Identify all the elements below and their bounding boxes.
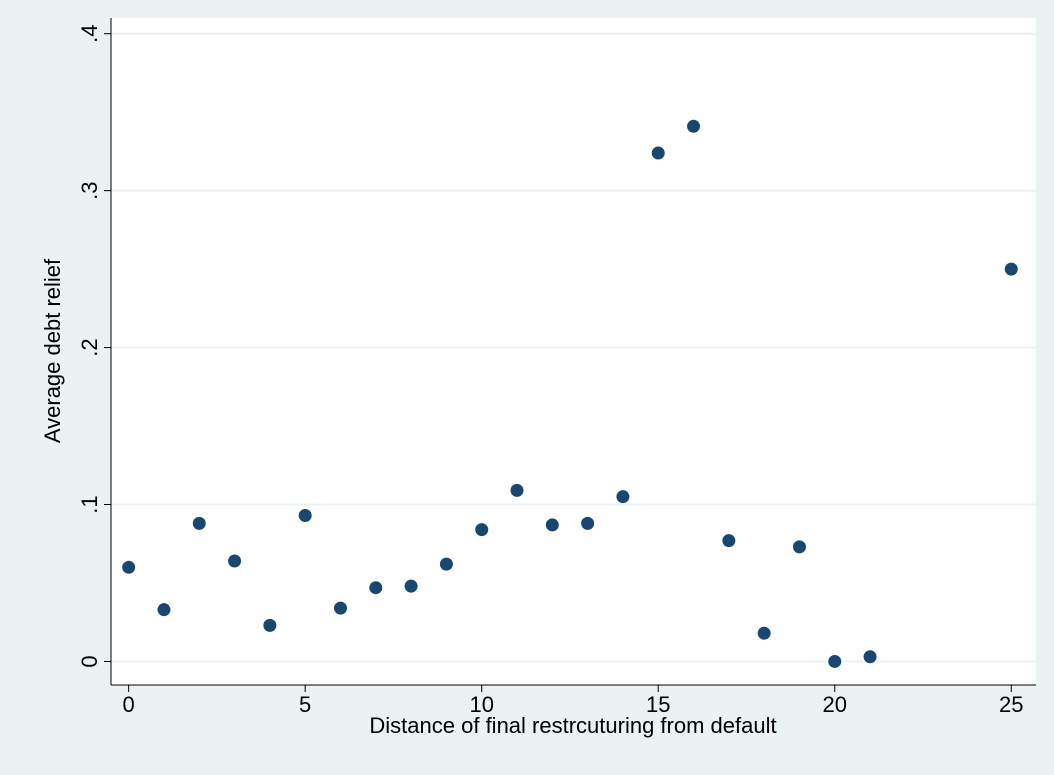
data-point <box>687 119 701 133</box>
x-tick-label: 15 <box>646 692 670 717</box>
data-point <box>228 554 242 568</box>
x-tick-label: 0 <box>123 692 135 717</box>
data-point <box>263 618 277 632</box>
x-tick-label: 25 <box>999 692 1023 717</box>
data-point <box>863 650 877 664</box>
data-point <box>122 560 136 574</box>
x-axis-ticks: 0 5 10 15 20 25 <box>123 685 1024 717</box>
y-tick-label: 0 <box>77 655 102 667</box>
data-point <box>333 601 347 615</box>
data-point <box>792 540 806 554</box>
data-point <box>581 516 595 530</box>
data-point <box>157 603 171 617</box>
data-point <box>298 509 312 523</box>
data-point <box>510 483 524 497</box>
data-point <box>651 146 665 160</box>
data-point <box>1004 262 1018 276</box>
data-point <box>828 654 842 668</box>
data-points <box>122 119 1018 668</box>
data-point <box>722 534 736 548</box>
y-tick-label: .3 <box>77 181 102 199</box>
data-point <box>192 516 206 530</box>
x-tick-label: 20 <box>823 692 847 717</box>
data-point <box>475 523 489 537</box>
gridlines <box>111 32 1036 663</box>
x-axis-label: Distance of final restrcuturing from def… <box>369 713 776 738</box>
data-point <box>616 490 630 504</box>
y-axis-ticks: 0 .1 .2 .3 .4 <box>77 25 111 668</box>
x-tick-label: 10 <box>469 692 493 717</box>
y-tick-label: .2 <box>77 338 102 356</box>
x-tick-label: 5 <box>299 692 311 717</box>
y-axis-label: Average debt relief <box>40 258 65 443</box>
data-point <box>404 579 418 593</box>
data-point <box>369 581 383 595</box>
data-point <box>439 557 453 571</box>
y-tick-label: .1 <box>77 495 102 513</box>
plot-area <box>111 18 1036 685</box>
data-point <box>757 626 771 640</box>
data-point <box>545 518 559 532</box>
y-tick-label: .4 <box>77 25 102 43</box>
